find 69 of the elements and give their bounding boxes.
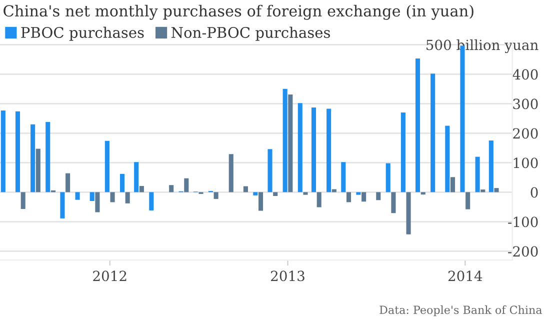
y-tick-label: 200 — [513, 128, 538, 139]
bar — [0, 110, 6, 192]
x-tick-label: 2013 — [271, 270, 304, 282]
bar — [184, 178, 189, 192]
bar — [420, 192, 426, 195]
bar — [415, 58, 420, 192]
bar — [488, 140, 494, 192]
x-tick-label: 2012 — [93, 270, 126, 282]
y-tick-label: 300 — [513, 98, 538, 110]
bar — [36, 148, 40, 192]
bar — [316, 192, 322, 208]
bar — [466, 192, 470, 210]
bar — [376, 192, 381, 200]
bar — [60, 192, 65, 218]
text: Data: People's Bank of China — [380, 305, 542, 316]
bar — [66, 173, 70, 192]
bar — [134, 162, 139, 192]
bar — [386, 163, 390, 192]
bar — [169, 185, 174, 192]
y-tick-label: -100 — [508, 216, 538, 228]
bar — [15, 111, 20, 192]
bar — [30, 124, 36, 192]
bar — [475, 156, 480, 192]
bar — [362, 192, 366, 202]
bar — [149, 192, 154, 210]
legend-label: Non-PBOC purchases — [171, 26, 330, 41]
bar — [400, 112, 406, 192]
bar — [253, 192, 258, 196]
bar — [95, 192, 100, 212]
legend-label: PBOC purchases — [21, 26, 144, 41]
bar — [298, 103, 302, 192]
bar — [273, 192, 278, 196]
bar — [391, 192, 396, 214]
bar — [494, 188, 499, 192]
bar — [450, 177, 456, 192]
bar — [120, 174, 125, 192]
bar — [268, 149, 272, 192]
bar — [20, 192, 26, 209]
bar — [282, 88, 288, 192]
bar — [75, 192, 80, 200]
bar — [288, 94, 293, 192]
bar — [243, 186, 248, 192]
bar — [228, 154, 234, 192]
bar — [303, 192, 308, 195]
bar — [90, 192, 94, 202]
y-tick-label: 500 billion yuan — [426, 39, 538, 54]
bar — [214, 192, 218, 199]
y-tick-label: -200 — [508, 246, 538, 257]
bar — [125, 192, 130, 204]
bar — [139, 186, 144, 192]
bar — [332, 189, 336, 192]
bar — [445, 126, 450, 192]
bar — [110, 192, 115, 202]
y-tick-label: 0 — [530, 187, 538, 198]
y-tick-label: 400 — [512, 69, 538, 80]
bar — [406, 192, 411, 234]
bar — [341, 162, 346, 192]
bar — [430, 74, 436, 192]
bar — [326, 108, 332, 192]
bar — [311, 108, 316, 192]
x-tick-label: 2014 — [448, 270, 482, 282]
bar — [258, 192, 264, 211]
bar — [46, 122, 50, 192]
bar — [356, 192, 361, 195]
bar — [104, 140, 110, 192]
chart-title: China's net monthly purchases of foreign exchange (in yuan) — [4, 4, 474, 20]
bar — [346, 192, 352, 202]
bar — [480, 190, 486, 192]
y-tick-label: 100 — [514, 158, 538, 168]
